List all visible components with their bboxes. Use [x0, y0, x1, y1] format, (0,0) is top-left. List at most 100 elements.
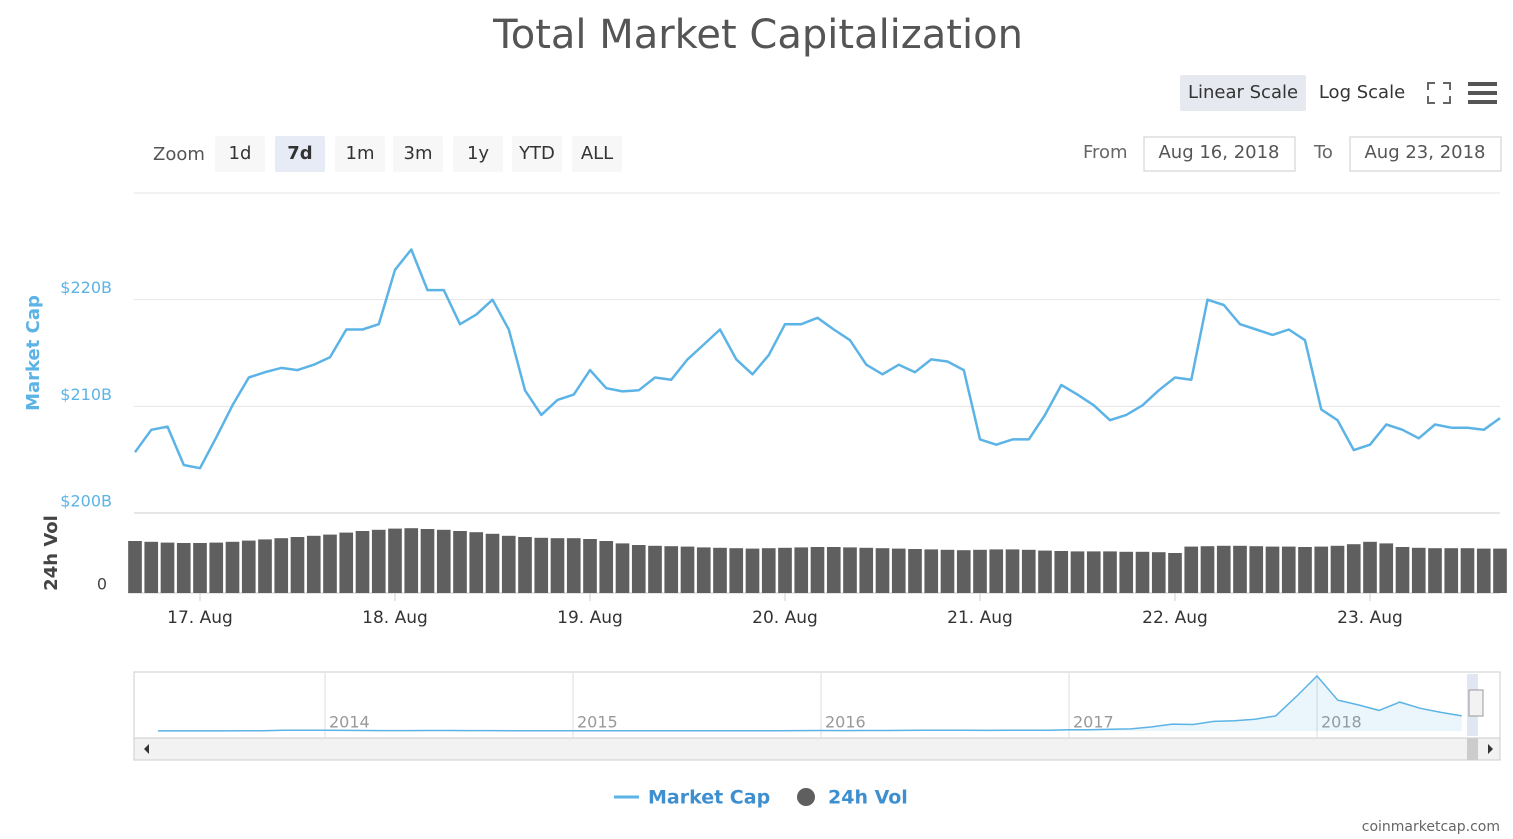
x-tick-label: 23. Aug: [1337, 608, 1403, 628]
scrollbar-thumb[interactable]: [1467, 738, 1478, 760]
menu-icon[interactable]: [1468, 82, 1497, 104]
scroll-left[interactable]: [144, 744, 149, 754]
x-tick-label: 22. Aug: [1142, 608, 1208, 628]
volume-bar: [209, 542, 224, 593]
navigator-handle[interactable]: [1468, 689, 1484, 717]
volume-bar: [1411, 547, 1426, 593]
y-axis-title: Market Cap: [23, 295, 44, 411]
linear-scale-label[interactable]: Linear Scale: [1188, 82, 1298, 103]
volume-bar: [1038, 550, 1052, 593]
scrollbar[interactable]: [133, 737, 1501, 761]
volume-bar: [225, 541, 240, 593]
volume-bar: [1086, 551, 1101, 593]
navigator-line: [201, 674, 1462, 732]
volume-bar: [1005, 549, 1020, 593]
volume-bar: [258, 539, 272, 593]
volume-bar: [940, 549, 955, 593]
to-input[interactable]: [1349, 136, 1502, 172]
zoom-button-label[interactable]: YTD: [518, 143, 555, 164]
x-tick-label: 18. Aug: [362, 608, 428, 628]
volume-bar: [485, 533, 500, 593]
volume-bar: [843, 547, 857, 593]
scroll-right[interactable]: [1488, 744, 1493, 754]
navigator-year-label: 2017: [1073, 713, 1114, 732]
zoom-button[interactable]: [215, 136, 265, 172]
volume-bar: [1281, 546, 1296, 593]
log-scale-button[interactable]: Log Scale: [1319, 82, 1405, 103]
zoom-button-label[interactable]: 1m: [346, 143, 375, 164]
volume-bar: [631, 545, 646, 593]
volume-bar: [144, 541, 159, 593]
volume-bar: [1476, 548, 1491, 593]
zoom-button[interactable]: [275, 136, 325, 172]
to-label: To: [1313, 142, 1333, 163]
volume-bar: [128, 541, 142, 593]
y-tick-label: $210B: [60, 385, 112, 404]
zoom-buttons: 1d 7d 1m 3m 1y YTD ALL: [215, 136, 622, 172]
volume-bar: [1151, 552, 1166, 593]
volume-bar: [518, 537, 532, 593]
zoom-button-label[interactable]: ALL: [581, 143, 613, 164]
volume-bar: [550, 538, 565, 593]
volume-bar: [761, 548, 776, 593]
volume-bar: [274, 538, 289, 593]
volume-bar: [436, 529, 451, 593]
volume-bar: [956, 550, 971, 593]
y-tick-label: $220B: [60, 278, 112, 297]
from-date[interactable]: Aug 16, 2018: [1158, 142, 1279, 163]
zoom-button-label[interactable]: 3m: [404, 143, 433, 164]
volume-bar: [648, 545, 662, 593]
fullscreen-icon[interactable]: [1427, 82, 1451, 104]
volume-bar: [1314, 546, 1329, 593]
legend-label[interactable]: 24h Vol: [828, 787, 908, 809]
volume-bar: [1233, 545, 1247, 593]
volume-bar: [1330, 545, 1345, 593]
volume-bar: [176, 543, 191, 593]
to-date[interactable]: Aug 23, 2018: [1364, 142, 1485, 163]
y2-tick-label: 0: [97, 575, 107, 594]
y-tick-label: $200B: [60, 492, 112, 511]
volume-bar: [339, 532, 354, 593]
volume-bar: [1103, 551, 1117, 593]
volume-bar: [1070, 551, 1085, 593]
from-input[interactable]: [1143, 136, 1296, 172]
zoom-label: Zoom: [153, 144, 205, 165]
volume-bar: [680, 546, 695, 593]
volume-bar: [989, 549, 1004, 593]
legend-symbol[interactable]: [797, 788, 815, 806]
volume-bar: [745, 548, 760, 593]
volume-bar: [810, 547, 825, 593]
zoom-button[interactable]: [572, 136, 622, 172]
volume-bar: [908, 549, 922, 593]
linear-scale-button[interactable]: [1180, 75, 1306, 111]
navigator: 2014 2015 2016 2017 2018: [158, 673, 1462, 737]
volume-bar: [826, 547, 841, 593]
volume-bar: [355, 531, 370, 593]
zoom-button-label[interactable]: 1y: [467, 143, 489, 164]
zoom-button-label[interactable]: 7d: [287, 143, 312, 164]
volume-bar: [1493, 548, 1507, 593]
from-label: From: [1083, 142, 1128, 163]
volume-bar: [1444, 548, 1459, 593]
volume-bar: [1379, 543, 1394, 593]
volume-bar: [1428, 548, 1442, 593]
navigator-year-label: 2015: [577, 713, 618, 732]
chart-title: Total Market Capitalization: [492, 12, 1023, 58]
volume-bar: [973, 549, 987, 593]
volume-bar: [1184, 546, 1199, 593]
zoom-button[interactable]: [393, 136, 443, 172]
volume-bar: [778, 547, 792, 593]
navigator-year-label: 2016: [825, 713, 866, 732]
volume-bar: [1168, 553, 1182, 593]
volume-bar: [1054, 551, 1069, 593]
legend-label[interactable]: Market Cap: [648, 787, 770, 809]
zoom-button-label[interactable]: 1d: [229, 143, 252, 164]
volume-bar: [1021, 549, 1036, 593]
credits[interactable]: coinmarketcap.com: [1362, 819, 1500, 835]
zoom-button[interactable]: [453, 136, 503, 172]
zoom-button[interactable]: [512, 136, 562, 172]
volume-bar: [290, 537, 305, 593]
zoom-button[interactable]: [335, 136, 385, 172]
